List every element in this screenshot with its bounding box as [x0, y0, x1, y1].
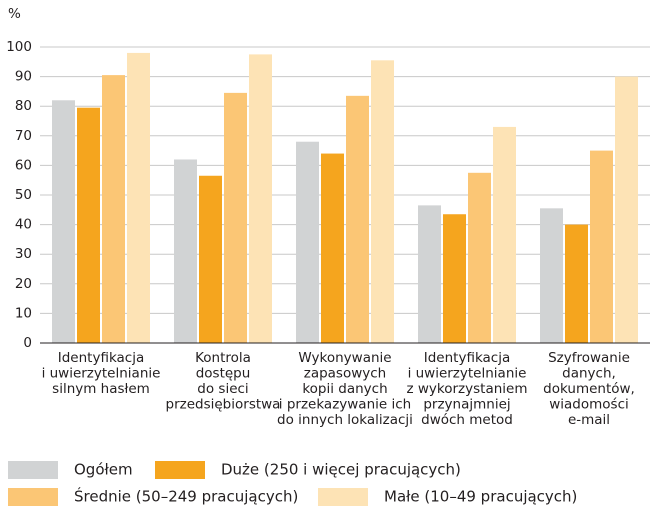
x-tick-label: zapasowych: [304, 366, 387, 382]
y-tick-label: 60: [15, 157, 32, 173]
x-tick-label: do innych lokalizacji: [277, 412, 413, 428]
bar: [199, 175, 222, 343]
bar: [443, 214, 466, 343]
bar: [102, 75, 125, 344]
y-tick-label: 50: [15, 187, 32, 203]
x-tick-label: dokumentów,: [543, 381, 635, 397]
bar: [224, 92, 247, 343]
y-tick-label: 40: [15, 217, 32, 233]
x-tick-label: e-mail: [568, 412, 610, 428]
y-tick-label: 70: [15, 128, 32, 144]
bar: [493, 126, 516, 343]
legend-swatch: [318, 488, 368, 506]
x-tick-label: Szyfrowanie: [548, 350, 630, 366]
legend-swatch: [8, 488, 58, 506]
bar: [540, 208, 563, 343]
x-tick-label: silnym hasłem: [52, 381, 150, 397]
y-tick-label: 90: [15, 69, 32, 85]
y-tick-label: 80: [15, 98, 32, 114]
x-tick-label: i uwierzytelnianie: [42, 366, 161, 382]
x-tick-label: dostępu: [196, 366, 251, 382]
x-tick-label: danych,: [562, 366, 616, 382]
bar: [296, 141, 319, 343]
bar: [77, 107, 100, 344]
x-tick-label: z wykorzystaniem: [407, 381, 528, 397]
x-tick-label: Identyfikacja: [58, 350, 145, 366]
y-tick-label: 100: [6, 39, 32, 55]
legend-label: Duże (250 i więcej pracujących): [221, 461, 461, 479]
bar: [371, 60, 394, 343]
y-tick-label: 30: [15, 246, 32, 262]
x-tick-label: dwóch metod: [421, 412, 513, 428]
legend-swatch: [155, 461, 205, 479]
bar: [321, 153, 344, 343]
bar: [174, 159, 197, 343]
bar: [127, 52, 150, 344]
bar: [565, 224, 588, 343]
x-tick-label: Wykonywanie: [298, 350, 391, 366]
y-tick-label: 20: [15, 276, 32, 292]
x-tick-label: i przekazywanie ich: [279, 397, 411, 413]
x-tick-label: wiadomości: [549, 397, 629, 413]
bar: [418, 205, 441, 343]
y-tick-label: 10: [15, 305, 32, 321]
bar: [590, 150, 613, 343]
legend-label: Średnie (50–249 pracujących): [74, 487, 298, 506]
bar: [249, 54, 272, 344]
x-tick-label: przynajmniej: [423, 397, 510, 413]
y-axis-label: %: [8, 6, 21, 22]
legend-label: Małe (10–49 pracujących): [384, 488, 577, 506]
bar: [615, 76, 638, 343]
legend-label: Ogółem: [74, 461, 133, 479]
bar: [346, 95, 369, 343]
bar: [468, 172, 491, 343]
x-tick-label: przedsiębiorstwa: [166, 397, 281, 413]
x-tick-label: kopii danych: [302, 381, 387, 397]
legend-swatch: [8, 461, 58, 479]
bar: [52, 100, 75, 343]
x-tick-label: i uwierzytelnianie: [408, 366, 527, 382]
x-tick-label: Identyfikacja: [424, 350, 511, 366]
y-tick-label: 0: [23, 335, 32, 351]
x-tick-label: do sieci: [197, 381, 248, 397]
x-tick-label: Kontrola: [195, 350, 251, 366]
